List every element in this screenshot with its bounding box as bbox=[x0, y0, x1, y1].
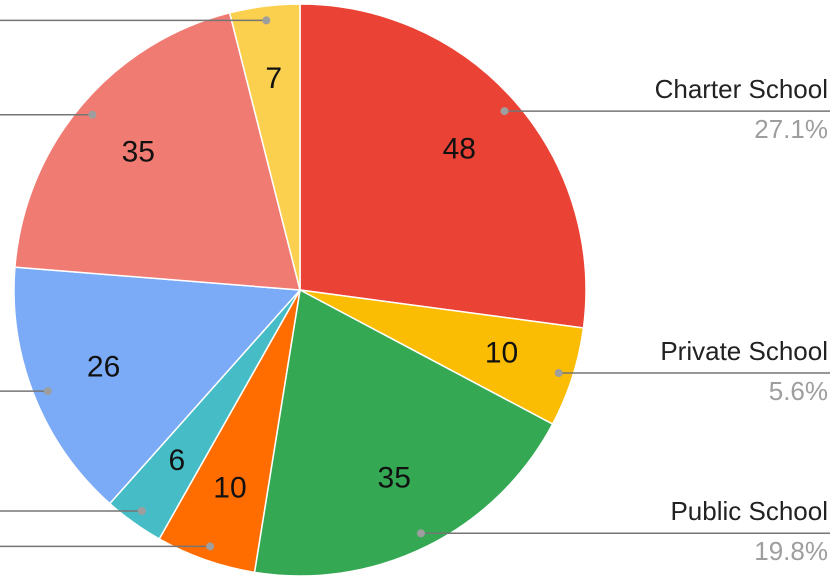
pie-slice bbox=[14, 11, 301, 291]
leader-dot bbox=[500, 107, 509, 116]
leader-dot bbox=[88, 110, 97, 119]
legend-percent: 27.1% bbox=[754, 114, 828, 144]
leader-dot bbox=[262, 16, 271, 25]
slice-value-label: 6 bbox=[168, 444, 185, 477]
legend-label: Private School bbox=[660, 336, 828, 366]
leader-dot bbox=[416, 529, 425, 538]
leader-dot bbox=[554, 369, 563, 378]
pie-slice bbox=[253, 288, 554, 577]
leader-dot bbox=[43, 387, 52, 396]
legend-label: Charter School bbox=[655, 74, 828, 104]
leader-dot bbox=[137, 506, 146, 515]
leader-dot bbox=[206, 542, 215, 551]
slice-value-label: 10 bbox=[213, 472, 246, 505]
legend-label: Public School bbox=[670, 496, 828, 526]
slice-value-label: 26 bbox=[87, 351, 120, 384]
legend-percent: 5.6% bbox=[769, 376, 828, 406]
slice-value-label: 7 bbox=[265, 62, 282, 95]
slice-value-label: 35 bbox=[122, 135, 155, 168]
legend-percent: 19.8% bbox=[754, 536, 828, 566]
slice-value-label: 10 bbox=[485, 337, 518, 370]
pie-slice bbox=[228, 3, 301, 291]
pie-slice bbox=[13, 266, 302, 505]
pie-slice bbox=[299, 3, 587, 329]
slice-value-label: 48 bbox=[443, 133, 476, 166]
slice-value-label: 35 bbox=[378, 461, 411, 494]
